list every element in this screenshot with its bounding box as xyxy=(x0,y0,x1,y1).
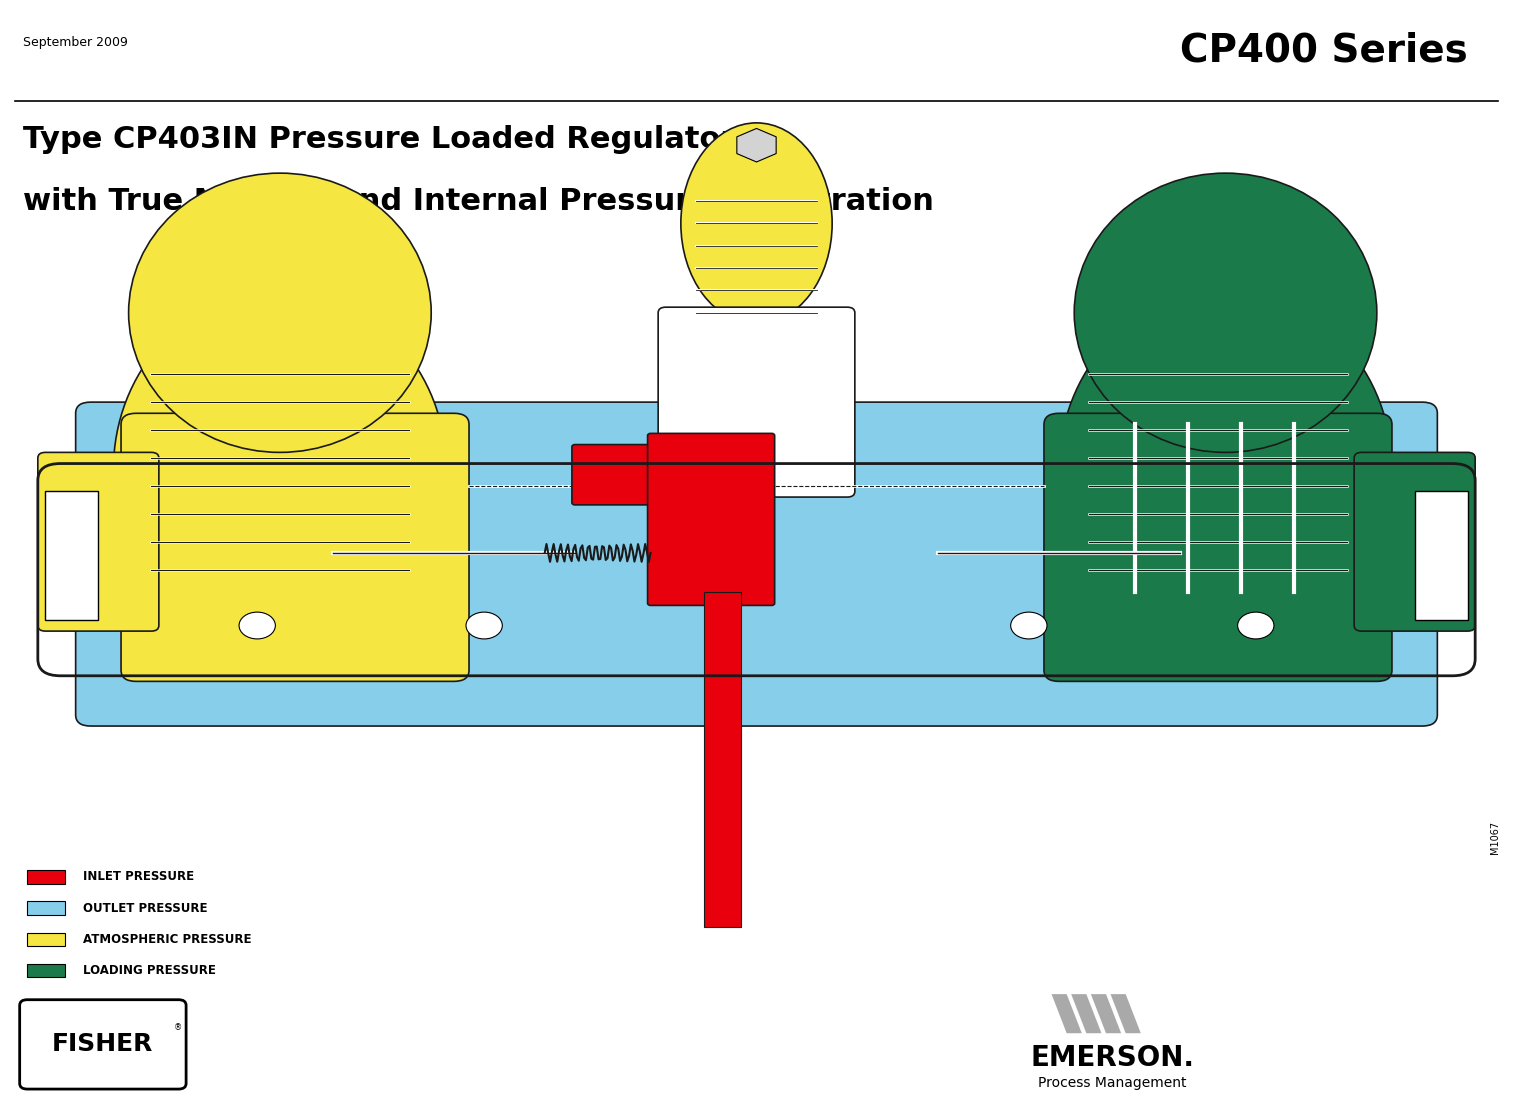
Ellipse shape xyxy=(1059,290,1392,648)
Circle shape xyxy=(1238,612,1274,639)
Ellipse shape xyxy=(681,123,832,324)
Polygon shape xyxy=(1071,994,1101,1033)
Bar xyxy=(27,901,65,915)
FancyBboxPatch shape xyxy=(1354,452,1475,631)
Polygon shape xyxy=(1091,994,1121,1033)
FancyBboxPatch shape xyxy=(76,402,1437,726)
Text: ATMOSPHERIC PRESSURE: ATMOSPHERIC PRESSURE xyxy=(83,933,251,946)
FancyBboxPatch shape xyxy=(658,307,855,497)
FancyBboxPatch shape xyxy=(648,433,775,605)
Ellipse shape xyxy=(1074,173,1377,452)
Circle shape xyxy=(466,612,502,639)
FancyBboxPatch shape xyxy=(704,592,741,927)
Bar xyxy=(45,491,98,620)
Bar xyxy=(27,870,65,884)
FancyBboxPatch shape xyxy=(20,1000,186,1089)
Text: EMERSON.: EMERSON. xyxy=(1030,1044,1194,1072)
Text: Type CP403IN Pressure Loaded Regulator: Type CP403IN Pressure Loaded Regulator xyxy=(23,125,735,154)
Circle shape xyxy=(1011,612,1047,639)
Text: LOADING PRESSURE: LOADING PRESSURE xyxy=(83,964,216,977)
Text: M1067: M1067 xyxy=(1490,821,1499,855)
Text: ®: ® xyxy=(174,1023,182,1032)
Text: CP400 Series: CP400 Series xyxy=(1180,31,1468,69)
Text: Process Management: Process Management xyxy=(1038,1076,1186,1090)
FancyBboxPatch shape xyxy=(121,413,469,681)
FancyBboxPatch shape xyxy=(38,452,159,631)
Ellipse shape xyxy=(113,290,446,648)
Text: with True Monitor and Internal Pressure Registration: with True Monitor and Internal Pressure … xyxy=(23,187,934,216)
Bar xyxy=(1415,491,1468,620)
Text: FISHER: FISHER xyxy=(51,1032,154,1057)
Polygon shape xyxy=(1111,994,1141,1033)
Bar xyxy=(27,964,65,977)
Ellipse shape xyxy=(129,173,431,452)
Text: OUTLET PRESSURE: OUTLET PRESSURE xyxy=(83,901,207,915)
Bar xyxy=(27,933,65,946)
Text: September 2009: September 2009 xyxy=(23,36,127,49)
Circle shape xyxy=(239,612,275,639)
Polygon shape xyxy=(1052,994,1082,1033)
FancyBboxPatch shape xyxy=(1044,413,1392,681)
FancyBboxPatch shape xyxy=(572,445,714,505)
Text: INLET PRESSURE: INLET PRESSURE xyxy=(83,870,194,884)
